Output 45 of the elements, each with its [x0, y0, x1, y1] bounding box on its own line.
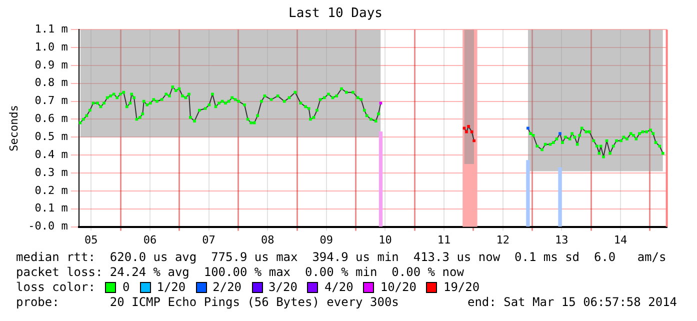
- legend-label: 3/20: [268, 280, 298, 295]
- legend-label: 10/20: [380, 280, 416, 295]
- bar: [558, 167, 562, 227]
- point: [467, 124, 470, 128]
- point: [465, 130, 468, 134]
- y-tick-label: 0.4 m: [34, 148, 68, 161]
- legend-title: loss color:: [16, 280, 96, 295]
- point: [558, 132, 562, 135]
- legend-label: 1/20: [156, 280, 186, 295]
- text: end: Sat Mar 15 06:57:58 2014: [467, 295, 677, 310]
- x-tick-label: 06: [143, 233, 157, 246]
- legend-label: 4/20: [324, 280, 354, 295]
- y-tick-label: 0.8 m: [34, 76, 68, 90]
- x-tick-label: 13: [555, 233, 568, 246]
- point: [379, 102, 382, 105]
- y-tick-label: 0.2 m: [34, 184, 68, 197]
- y-tick-label: 1.1 m: [34, 22, 68, 36]
- y-tick-label: 1.0 m: [34, 40, 68, 54]
- x-tick-label: 09: [320, 233, 334, 246]
- x-tick-label: 10: [378, 233, 392, 246]
- text: probe: 20 ICMP Echo Pings (56 Bytes) every 300s: [16, 295, 399, 310]
- point: [526, 126, 530, 130]
- x-tick-label: 05: [84, 233, 98, 246]
- text: packet loss: 24.24 % avg 100.00 % max 0.00 % min 0.00 % now: [16, 265, 465, 280]
- point: [472, 139, 476, 142]
- y-tick-label: 0.7 m: [34, 94, 68, 108]
- x-tick-label: 07: [202, 233, 216, 246]
- legend-label: 0: [122, 280, 130, 295]
- x-tick-label: 12: [496, 233, 510, 246]
- x-tick-label: 14: [614, 233, 628, 246]
- y-axis-title: Seconds: [7, 105, 20, 152]
- y-tick-label: 0.3 m: [34, 166, 68, 179]
- legend-label: 19/20: [443, 280, 480, 295]
- y-tick-label: 0.1 m: [34, 202, 68, 215]
- x-tick-label: 11: [437, 233, 451, 246]
- chart-title: Last 10 Days: [288, 6, 382, 22]
- x-tick-label: 08: [260, 233, 274, 246]
- y-tick-label: 0.6 m: [34, 112, 68, 126]
- bar: [378, 131, 383, 227]
- legend-label: 2/20: [212, 280, 242, 295]
- y-tick-label: -0.0 m: [28, 220, 68, 233]
- bar: [526, 160, 530, 227]
- text: median rtt: 620.0 us avg 775.9 us max 394.9 us min 413.3 us now 0.1 ms sd 6.0 am/s: [16, 250, 668, 265]
- y-tick-label: 0.9 m: [34, 58, 68, 72]
- y-tick-label: 0.5 m: [34, 130, 68, 144]
